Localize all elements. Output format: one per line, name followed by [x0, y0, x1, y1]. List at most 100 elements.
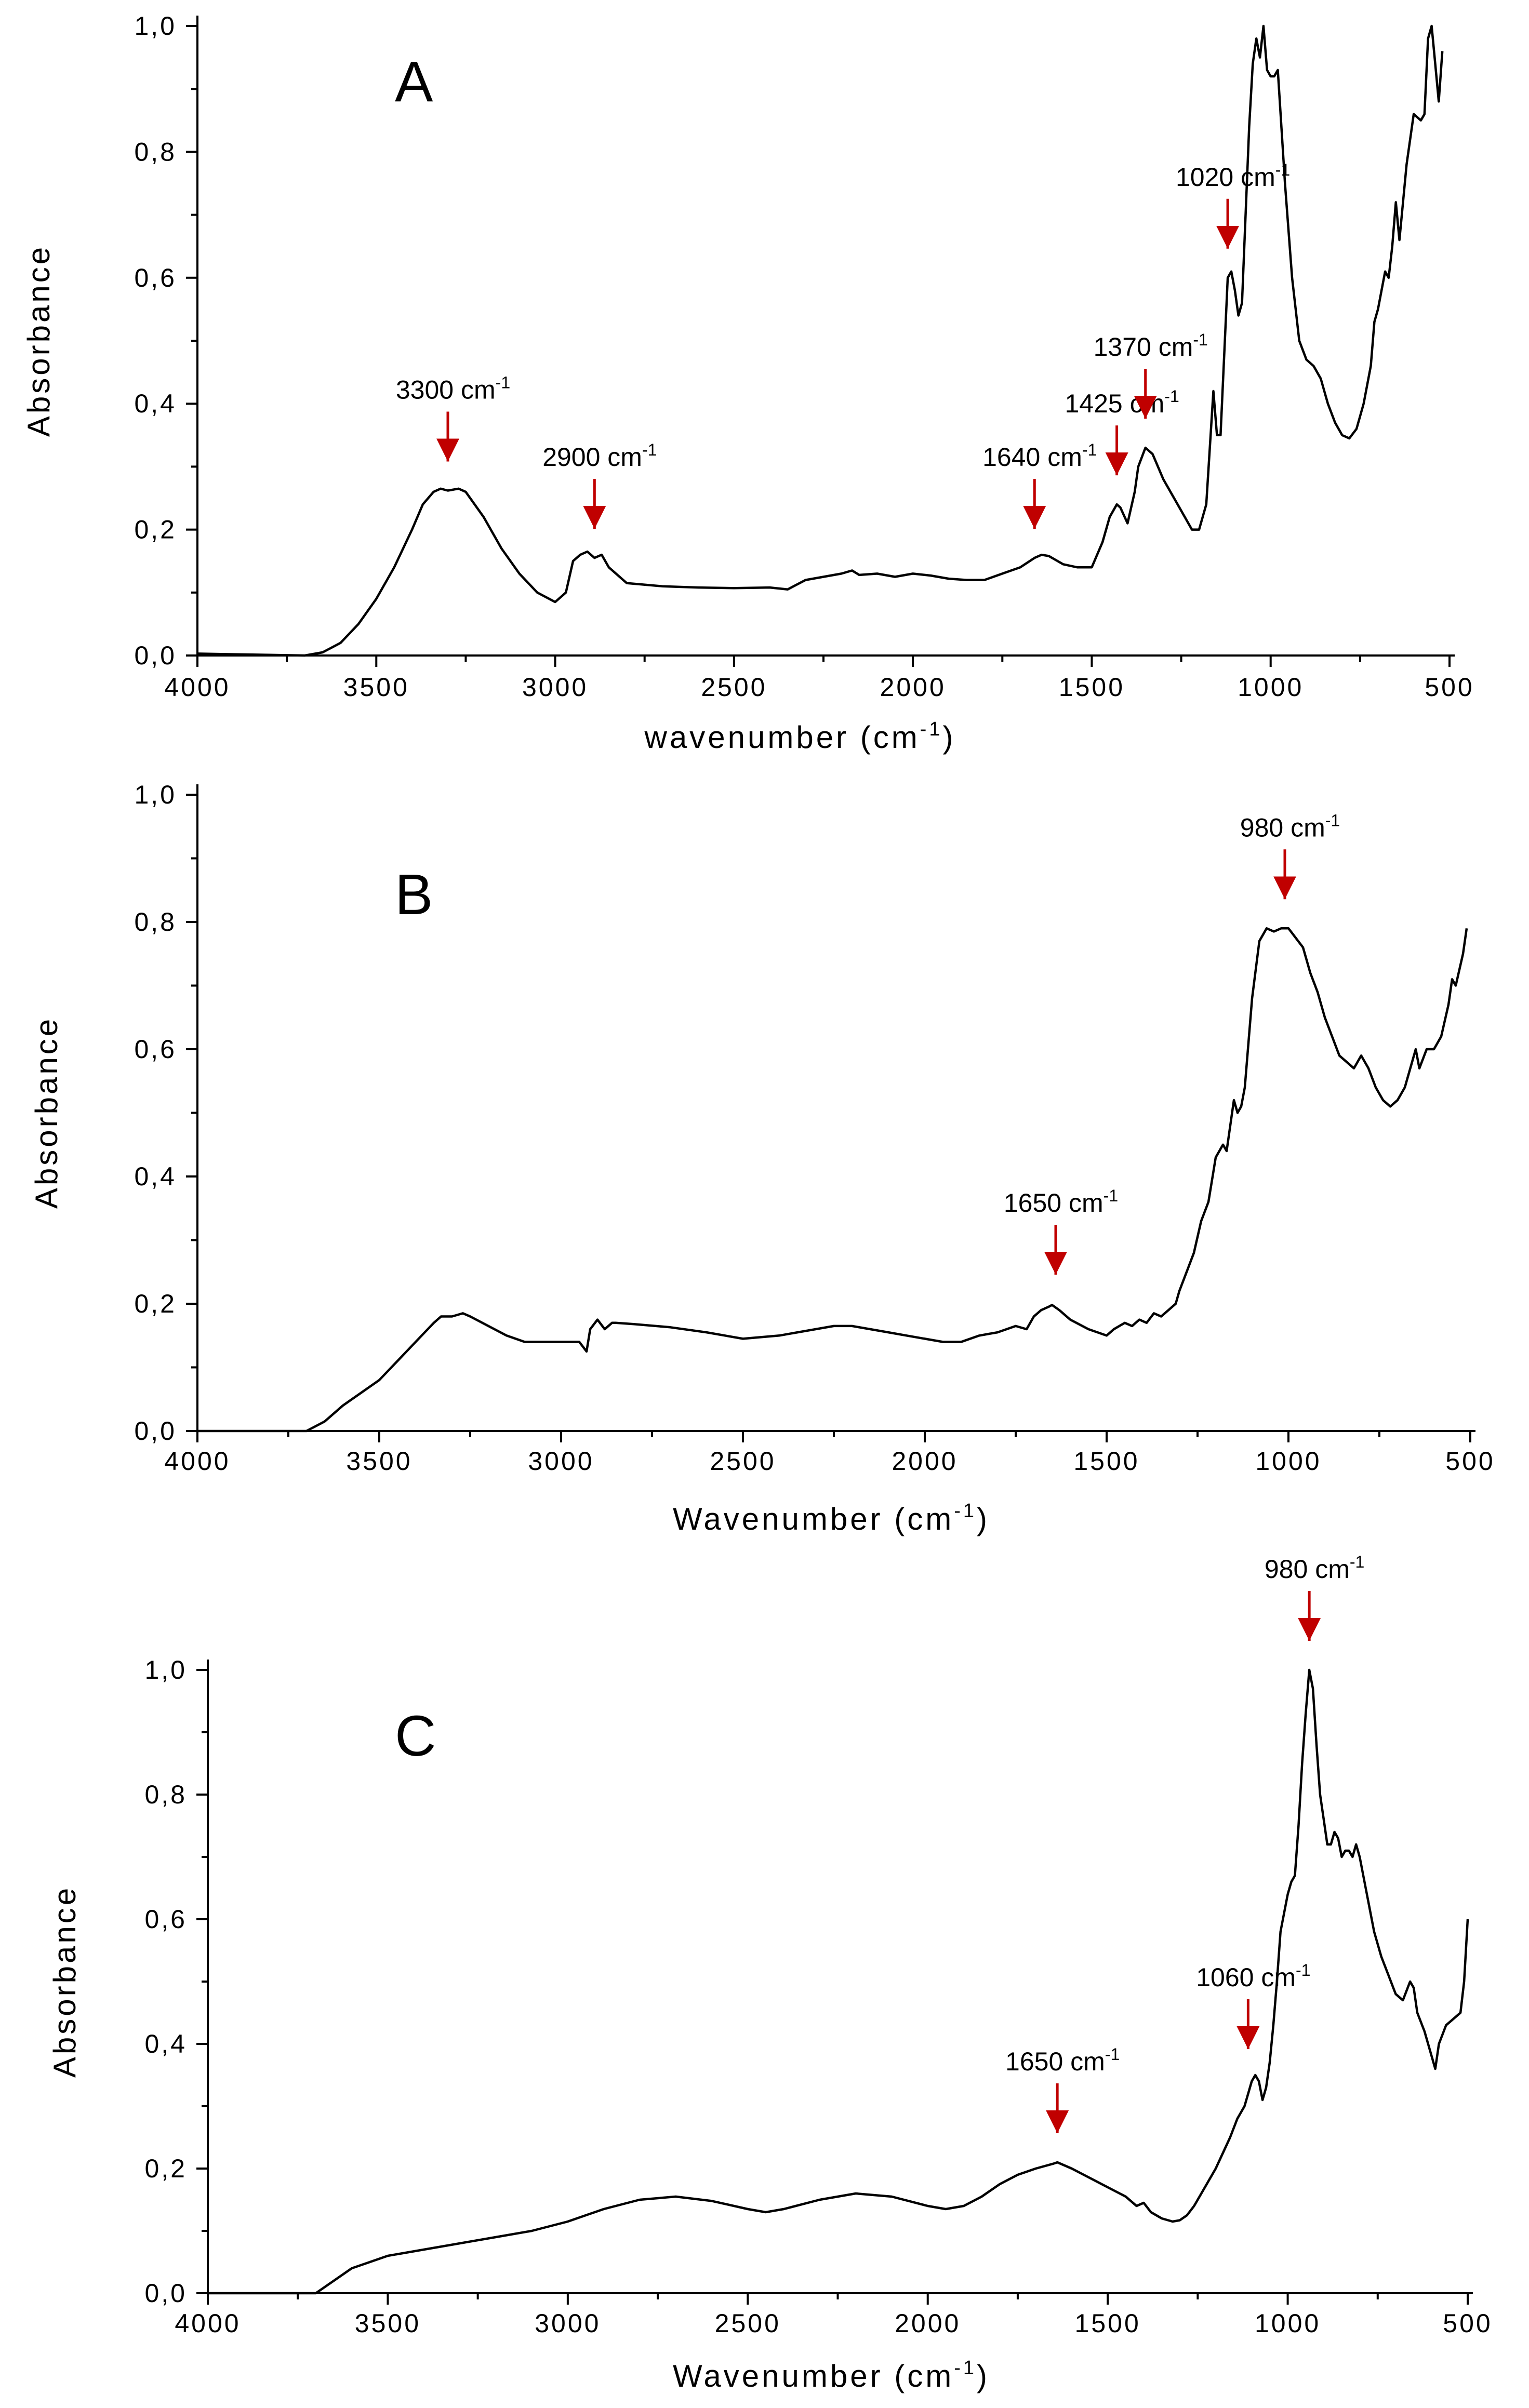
x-tick-label: 1500	[1059, 673, 1125, 702]
panel-letter: B	[395, 863, 433, 927]
peak-label: 2900 cm-1	[542, 440, 657, 472]
y-tick-label: 0,2	[144, 2154, 187, 2183]
spectrum-line-c	[208, 1668, 1469, 2295]
peak-label: 1640 cm-1	[982, 440, 1097, 472]
x-axis-label-tail: )	[977, 2359, 990, 2393]
peak-label-sup: -1	[1350, 1553, 1364, 1571]
peak-label-text: 1020 cm	[1176, 163, 1275, 192]
peak-label: 3300 cm-1	[396, 373, 510, 404]
spectrum-line-b	[197, 927, 1468, 1433]
peak-label-text: 1650 cm	[1005, 2047, 1105, 2076]
x-tick-label: 2000	[895, 2309, 961, 2338]
y-tick-label: 0,0	[134, 1416, 177, 1446]
x-tick-label: 2000	[892, 1447, 958, 1476]
peak-label-sup: -1	[1105, 2045, 1120, 2064]
peak-label-sup: -1	[496, 373, 510, 392]
peak-label-text: 1650 cm	[1004, 1188, 1103, 1218]
x-tick-label: 500	[1443, 2309, 1492, 2338]
x-tick-label: 1000	[1238, 673, 1304, 702]
peak-label: 1060 cm-1	[1196, 1961, 1310, 1992]
x-tick-label: 1000	[1255, 2309, 1321, 2338]
peak-label-sup: -1	[1164, 387, 1179, 406]
y-tick-label: 0,0	[134, 641, 177, 670]
x-tick-label: 4000	[164, 1447, 230, 1476]
x-axis-label-tail: )	[942, 720, 955, 755]
x-axis-label-text: wavenumber (cm	[644, 720, 920, 755]
y-tick-label: 0,0	[144, 2279, 187, 2308]
y-tick-label: 0,4	[134, 1162, 177, 1191]
panel-letter: C	[395, 1704, 436, 1768]
y-axis-label: Absorbance	[29, 1016, 64, 1209]
x-axis-label-sup: -1	[920, 718, 943, 740]
panel-c: 4000 3500 3000 2500 2000 1500 1000 500 0,0 0,2 0,4…	[47, 1553, 1492, 2393]
y-tick-label: 1,0	[134, 11, 177, 41]
y-tick-label: 0,8	[144, 1780, 187, 1809]
peak-label-sup: -1	[1103, 1186, 1118, 1205]
peak-label: 1425 cm-1	[1065, 387, 1179, 418]
x-tick-label: 4000	[175, 2309, 241, 2338]
spectrum-line-a	[197, 24, 1444, 657]
x-axis-label-text: Wavenumber (cm	[673, 2359, 954, 2393]
x-axis-label-text: Wavenumber (cm	[673, 1502, 954, 1536]
x-tick-label: 500	[1425, 673, 1474, 702]
y-tick-label: 0,6	[144, 1905, 187, 1934]
peak-label-text: 980 cm	[1265, 1555, 1350, 1584]
x-axis-label-sup: -1	[954, 2357, 977, 2379]
panel-a: 4000 3500 3000 2500 2000 1500 1000 500 0,0 0,2 0,4…	[21, 11, 1474, 755]
peak-label-text: 1060 cm	[1196, 1963, 1296, 1992]
peak-label: 980 cm-1	[1240, 811, 1340, 842]
x-tick-label: 1500	[1073, 1447, 1139, 1476]
x-tick-label: 3000	[528, 1447, 594, 1476]
y-tick-label: 0,2	[134, 1289, 177, 1318]
x-tick-label: 4000	[164, 673, 230, 702]
y-tick-label: 1,0	[134, 780, 177, 809]
x-axis-label: Wavenumber (cm-1)	[673, 1500, 990, 1536]
x-tick-label: 2500	[715, 2309, 781, 2338]
x-tick-label: 3500	[355, 2309, 421, 2338]
x-axis-label: Wavenumber (cm-1)	[673, 2357, 990, 2393]
peak-label-sup: -1	[1296, 1961, 1310, 1979]
peak-label-text: 1640 cm	[982, 443, 1082, 472]
panel-b: 4000 3500 3000 2500 2000 1500 1000 500 0,0 0,2 0,4…	[29, 780, 1495, 1536]
peak-label: 1650 cm-1	[1004, 1186, 1118, 1218]
peak-label: 980 cm-1	[1265, 1553, 1364, 1584]
peak-label-text: 980 cm	[1240, 813, 1325, 842]
y-axis-label: Absorbance	[47, 1885, 82, 2078]
y-tick-label: 0,2	[134, 515, 177, 544]
x-tick-label: 1500	[1075, 2309, 1141, 2338]
y-tick-label: 0,8	[134, 907, 177, 937]
y-axis-label: Absorbance	[21, 245, 56, 437]
x-tick-label: 3000	[522, 673, 588, 702]
peak-label: 1370 cm-1	[1094, 330, 1208, 362]
x-tick-label: 500	[1445, 1447, 1495, 1476]
peak-label-sup: -1	[1193, 330, 1207, 349]
x-axis-label: wavenumber (cm-1)	[644, 718, 956, 755]
peak-label-text: 2900 cm	[542, 443, 642, 472]
peak-label-text: 1370 cm	[1094, 332, 1193, 362]
x-axis-label-tail: )	[977, 1502, 990, 1536]
panel-letter: A	[395, 50, 433, 114]
y-tick-label: 1,0	[144, 1655, 187, 1684]
x-tick-label: 1000	[1255, 1447, 1321, 1476]
x-tick-label: 3500	[346, 1447, 412, 1476]
x-tick-label: 3500	[343, 673, 409, 702]
peak-label-text: 1425 cm	[1065, 389, 1165, 418]
peak-label-sup: -1	[642, 440, 657, 459]
y-tick-label: 0,4	[134, 389, 177, 418]
y-tick-label: 0,6	[134, 1035, 177, 1064]
x-axis-label-sup: -1	[954, 1500, 977, 1522]
peak-label: 1650 cm-1	[1005, 2045, 1120, 2076]
y-tick-label: 0,8	[134, 137, 177, 166]
x-tick-label: 2500	[701, 673, 767, 702]
x-tick-label: 2500	[710, 1447, 776, 1476]
x-tick-label: 2000	[880, 673, 946, 702]
y-tick-label: 0,4	[144, 2029, 187, 2058]
peak-label: 1020 cm-1	[1176, 160, 1290, 192]
peak-label-sup: -1	[1082, 440, 1097, 459]
x-tick-label: 3000	[535, 2309, 601, 2338]
peak-label-text: 3300 cm	[396, 375, 496, 404]
y-tick-label: 0,6	[134, 263, 177, 292]
peak-label-sup: -1	[1325, 811, 1340, 830]
peak-label-sup: -1	[1275, 160, 1290, 179]
